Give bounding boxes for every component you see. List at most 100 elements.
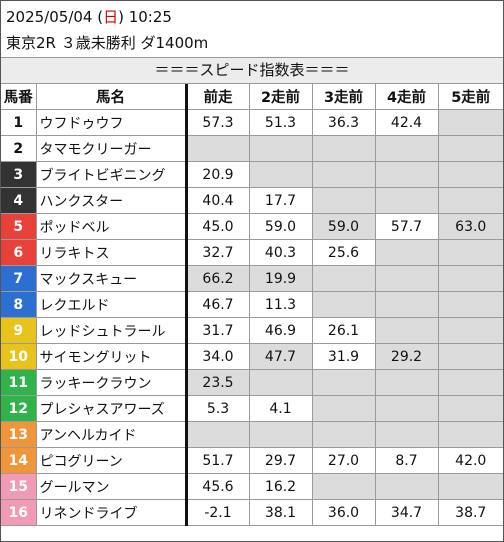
speed-index-cell: 5.3 bbox=[184, 395, 250, 422]
speed-index-cell bbox=[374, 161, 439, 188]
speed-index-cell: 40.3 bbox=[248, 239, 313, 266]
speed-index-cell bbox=[374, 265, 439, 292]
table-row: 4 ハンクスター 40.4 17.7 bbox=[1, 187, 503, 214]
horse-number: 12 bbox=[1, 395, 37, 422]
speed-index-cell: 42.4 bbox=[374, 109, 439, 136]
speed-index-cell: 32.7 bbox=[184, 239, 250, 266]
speed-index-cell: 4.1 bbox=[248, 395, 313, 422]
table-row: 1 ウフドゥウフ 57.3 51.3 36.3 42.4 bbox=[1, 109, 503, 136]
speed-index-cell bbox=[374, 135, 439, 162]
speed-index-cell: 20.9 bbox=[184, 161, 250, 188]
col-header-name: 馬名 bbox=[35, 84, 187, 110]
speed-index-cell bbox=[437, 265, 503, 292]
horse-name: タマモクリーガー bbox=[35, 135, 187, 162]
horse-number: 8 bbox=[1, 291, 37, 318]
table-banner: ＝＝＝スピード指数表＝＝＝ bbox=[1, 57, 503, 84]
horse-number: 14 bbox=[1, 447, 37, 474]
speed-index-cell bbox=[437, 343, 503, 370]
speed-index-cell bbox=[184, 135, 250, 162]
speed-index-cell bbox=[248, 421, 313, 448]
horse-name: プレシャスアワーズ bbox=[35, 395, 187, 422]
speed-index-cell: 29.7 bbox=[248, 447, 313, 474]
table-row: 13 アンヘルカイド bbox=[1, 421, 503, 448]
horse-number: 13 bbox=[1, 421, 37, 448]
horse-name: アンヘルカイド bbox=[35, 421, 187, 448]
horse-name: ブライトビギニング bbox=[35, 161, 187, 188]
time-text: ) 10:25 bbox=[118, 8, 172, 26]
race-datetime: 2025/05/04 (日) 10:25 bbox=[6, 6, 172, 27]
speed-index-cell bbox=[248, 369, 313, 396]
speed-index-cell: 47.7 bbox=[248, 343, 313, 370]
speed-index-cell bbox=[374, 395, 439, 422]
speed-index-cell bbox=[311, 395, 376, 422]
speed-index-cell bbox=[311, 421, 376, 448]
speed-index-cell: 59.0 bbox=[248, 213, 313, 240]
speed-index-cell bbox=[311, 187, 376, 214]
speed-index-cell: 31.9 bbox=[311, 343, 376, 370]
speed-index-cell bbox=[184, 421, 250, 448]
horse-number: 16 bbox=[1, 499, 37, 526]
horse-name: レクエルド bbox=[35, 291, 187, 318]
speed-index-cell: 38.1 bbox=[248, 499, 313, 526]
table-row: 3 ブライトビギニング 20.9 bbox=[1, 161, 503, 188]
horse-number: 6 bbox=[1, 239, 37, 266]
speed-index-cell: 26.1 bbox=[311, 317, 376, 344]
speed-index-cell: 29.2 bbox=[374, 343, 439, 370]
speed-index-cell bbox=[374, 187, 439, 214]
speed-index-cell bbox=[248, 161, 313, 188]
speed-index-cell: 59.0 bbox=[311, 213, 376, 240]
horse-name: リネンドライブ bbox=[35, 499, 187, 526]
speed-index-cell bbox=[374, 473, 439, 500]
speed-index-cell bbox=[437, 135, 503, 162]
horse-number: 5 bbox=[1, 213, 37, 240]
horse-number: 3 bbox=[1, 161, 37, 188]
speed-index-cell: 46.9 bbox=[248, 317, 313, 344]
speed-index-cell bbox=[374, 317, 439, 344]
speed-index-cell: 17.7 bbox=[248, 187, 313, 214]
speed-index-cell bbox=[437, 239, 503, 266]
speed-index-cell: 36.3 bbox=[311, 109, 376, 136]
col-header-4: 4走前 bbox=[374, 84, 439, 110]
speed-index-cell bbox=[437, 395, 503, 422]
speed-index-cell: 36.0 bbox=[311, 499, 376, 526]
speed-index-cell: 46.7 bbox=[184, 291, 250, 318]
speed-index-cell bbox=[374, 421, 439, 448]
col-header-3: 3走前 bbox=[311, 84, 376, 110]
speed-index-cell bbox=[374, 291, 439, 318]
horse-name: ポッドベル bbox=[35, 213, 187, 240]
table-row: 12 プレシャスアワーズ 5.3 4.1 bbox=[1, 395, 503, 422]
horse-number: 4 bbox=[1, 187, 37, 214]
speed-index-cell: 51.7 bbox=[184, 447, 250, 474]
table-row: 7 マックスキュー 66.2 19.9 bbox=[1, 265, 503, 292]
horse-name: マックスキュー bbox=[35, 265, 187, 292]
speed-index-cell: 19.9 bbox=[248, 265, 313, 292]
speed-index-cell bbox=[311, 291, 376, 318]
horse-name: ピコグリーン bbox=[35, 447, 187, 474]
speed-index-cell bbox=[248, 135, 313, 162]
horse-name: グールマン bbox=[35, 473, 187, 500]
speed-index-cell: 57.3 bbox=[184, 109, 250, 136]
table-row: 10 サイモングリット 34.0 47.7 31.9 29.2 bbox=[1, 343, 503, 370]
table-row: 5 ポッドベル 45.0 59.0 59.0 57.7 63.0 bbox=[1, 213, 503, 240]
horse-number: 1 bbox=[1, 109, 37, 136]
speed-index-table: 馬番 馬名 前走 2走前 3走前 4走前 5走前 1 ウフドゥウフ 57.3 51.3 36.3 42… bbox=[1, 84, 503, 526]
speed-index-cell bbox=[437, 161, 503, 188]
col-header-number: 馬番 bbox=[1, 84, 37, 110]
speed-index-cell: 25.6 bbox=[311, 239, 376, 266]
col-header-2: 2走前 bbox=[248, 84, 313, 110]
speed-index-cell bbox=[437, 291, 503, 318]
speed-index-cell: 27.0 bbox=[311, 447, 376, 474]
speed-index-cell: 23.5 bbox=[184, 369, 250, 396]
speed-index-cell: 31.7 bbox=[184, 317, 250, 344]
horse-number: 7 bbox=[1, 265, 37, 292]
speed-index-cell: 16.2 bbox=[248, 473, 313, 500]
speed-index-cell: 57.7 bbox=[374, 213, 439, 240]
speed-index-cell: 8.7 bbox=[374, 447, 439, 474]
speed-index-cell: 34.0 bbox=[184, 343, 250, 370]
table-row: 8 レクエルド 46.7 11.3 bbox=[1, 291, 503, 318]
speed-index-cell bbox=[374, 369, 439, 396]
horse-number: 15 bbox=[1, 473, 37, 500]
table-row: 6 リラキトス 32.7 40.3 25.6 bbox=[1, 239, 503, 266]
speed-index-cell: 42.0 bbox=[437, 447, 503, 474]
